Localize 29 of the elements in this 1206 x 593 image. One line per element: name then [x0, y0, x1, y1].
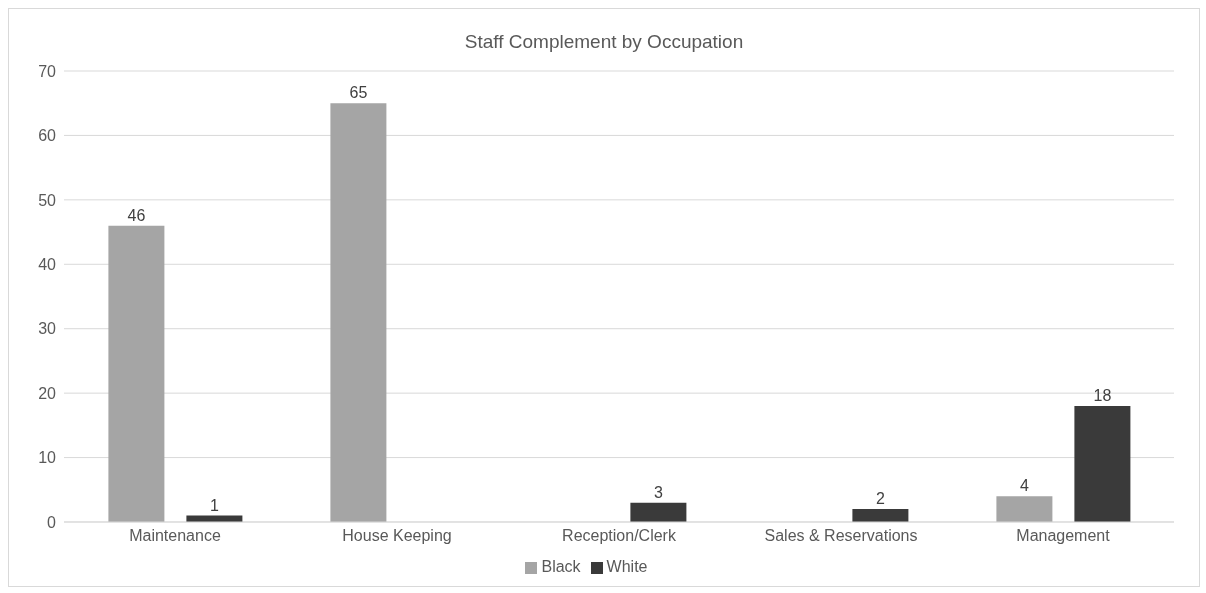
- bar: [1074, 406, 1131, 522]
- x-tick-label: Sales & Reservations: [764, 527, 918, 545]
- data-label: 2: [875, 490, 885, 508]
- bar: [630, 502, 687, 522]
- data-label: 4: [1019, 477, 1029, 495]
- bar: [996, 496, 1053, 522]
- chart-title: Staff Complement by Occupation: [463, 30, 745, 54]
- x-tick-label: Maintenance: [129, 527, 221, 545]
- y-tick-label: 70: [38, 62, 57, 80]
- data-label: 1: [209, 496, 219, 514]
- bar: [330, 103, 387, 522]
- data-label: 3: [653, 483, 663, 501]
- y-tick-label: 0: [47, 513, 57, 531]
- x-tick-label: House Keeping: [342, 527, 452, 545]
- data-label: 18: [1093, 387, 1112, 405]
- x-tick-label: Management: [1016, 527, 1111, 545]
- y-tick-label: 50: [38, 191, 57, 209]
- y-tick-label: 30: [38, 320, 57, 338]
- data-label: 46: [127, 206, 146, 224]
- y-tick-label: 20: [38, 384, 57, 402]
- y-tick-label: 40: [38, 255, 57, 273]
- data-label: 65: [349, 84, 368, 102]
- y-tick-label: 10: [38, 449, 57, 467]
- legend-label: White: [606, 558, 648, 575]
- bar: [108, 225, 165, 522]
- bar: [852, 509, 909, 522]
- y-tick-label: 60: [38, 127, 57, 145]
- x-tick-label: Reception/Clerk: [562, 527, 677, 545]
- legend-label: Black: [541, 558, 581, 575]
